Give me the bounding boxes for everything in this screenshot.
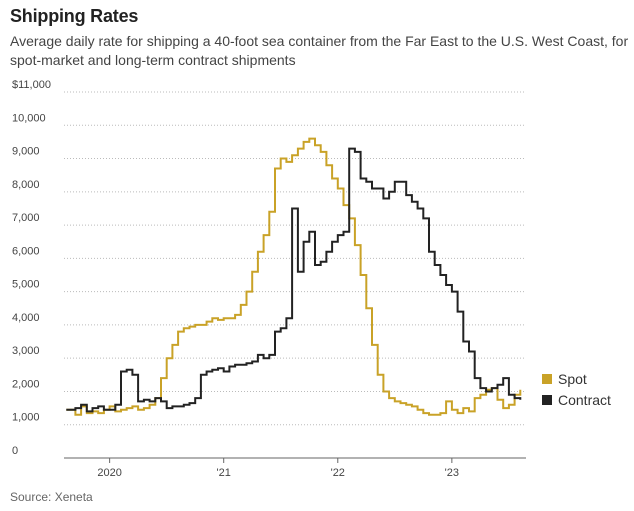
x-tick-label: 2020 [97, 467, 121, 479]
y-tick-label: 4,000 [12, 312, 40, 324]
chart-subtitle: Average daily rate for shipping a 40-foo… [10, 33, 629, 68]
y-tick-label: 2,000 [12, 378, 40, 390]
chart-source: Source: Xeneta [10, 490, 93, 504]
y-tick-label: 6,000 [12, 245, 40, 257]
y-tick-label: 1,000 [12, 412, 40, 424]
y-tick-label: 7,000 [12, 212, 40, 224]
legend-label-contract: Contract [558, 392, 611, 408]
legend-label-spot: Spot [558, 371, 587, 387]
y-tick-label: 5,000 [12, 279, 40, 291]
legend-swatch-spot [542, 374, 552, 384]
y-tick-label: 3,000 [12, 345, 40, 357]
y-tick-label: 0 [12, 445, 18, 457]
x-tick-label: '21 [217, 467, 231, 479]
y-tick-label: 10,000 [12, 112, 46, 124]
y-tick-label: 8,000 [12, 179, 40, 191]
legend-swatch-contract [542, 395, 552, 405]
y-tick-label: $11,000 [12, 79, 51, 91]
x-tick-label: '22 [331, 467, 345, 479]
chart-title: Shipping Rates [10, 6, 139, 26]
y-tick-label: 9,000 [12, 146, 40, 158]
series-line-spot [66, 137, 522, 416]
series-line-contract [66, 147, 522, 413]
x-tick-label: '23 [445, 467, 459, 479]
